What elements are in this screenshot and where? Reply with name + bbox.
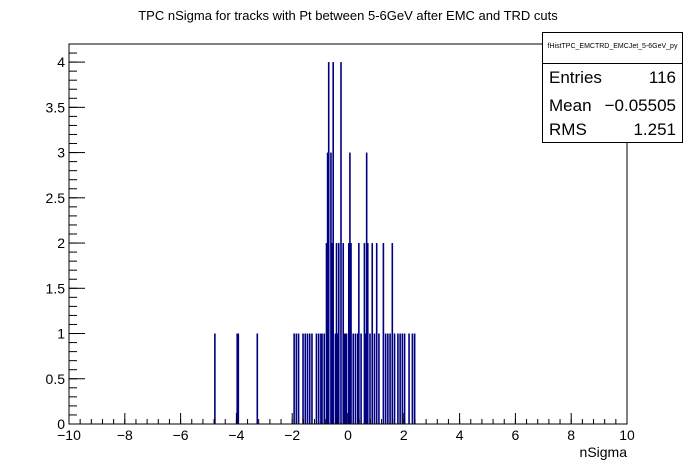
histogram-bar (315, 333, 318, 424)
histogram-bar (350, 243, 352, 424)
histogram-bar (371, 243, 374, 424)
histogram-bar (413, 333, 416, 424)
stats-entries-label: Entries (549, 68, 602, 87)
histogram-bar (408, 333, 410, 424)
histogram-bar (369, 333, 371, 424)
histogram-bar (345, 333, 348, 424)
histogram-bar (323, 333, 326, 424)
x-tick-label: −8 (117, 427, 133, 443)
histogram-bar (335, 243, 338, 424)
x-tick-label: 0 (344, 427, 352, 443)
histogram-bar (344, 333, 347, 424)
x-tick-label: 10 (619, 427, 635, 443)
stats-rms-label: RMS (549, 120, 587, 139)
x-tick-label: −6 (173, 427, 189, 443)
y-tick-label: 2 (57, 235, 65, 251)
y-tick-label: 2.5 (46, 190, 66, 206)
histogram-bar (331, 243, 333, 424)
histogram-bar (237, 333, 240, 424)
histogram-bar (364, 333, 367, 424)
histogram-bar (340, 62, 342, 424)
histogram-bar (378, 333, 380, 424)
y-tick-label: 0.5 (46, 371, 66, 387)
histogram-bar (320, 333, 322, 424)
histogram-bar (411, 333, 414, 424)
histogram-bar (332, 62, 334, 424)
histogram-bar (337, 243, 340, 424)
x-axis-label: nSigma (580, 444, 628, 460)
histogram-bar (297, 333, 300, 424)
histogram-bars (214, 62, 416, 424)
histogram-bar (336, 333, 339, 424)
histogram-bar (384, 333, 387, 424)
histogram-bar (401, 333, 404, 424)
histogram-bar (356, 333, 359, 424)
histogram-bar (256, 333, 259, 424)
chart-title: TPC nSigma for tracks with Pt between 5-… (138, 8, 558, 23)
histogram-bar (397, 333, 399, 424)
histogram-bar (360, 333, 362, 424)
x-tick-label: 6 (512, 427, 520, 443)
stats-row-mean: Mean −0.05505 (549, 92, 676, 120)
stats-row-entries: Entries 116 (549, 64, 676, 92)
x-axis: −10 −8 −6 −4 −2 0 2 4 6 8 10 (57, 413, 635, 443)
histogram-bar (330, 152, 332, 424)
y-tick-label: 3 (57, 145, 65, 161)
histogram-bar (373, 333, 376, 424)
stats-mean-label: Mean (549, 96, 592, 115)
y-tick-label: 4 (57, 54, 65, 70)
histogram-bar (387, 333, 389, 424)
histogram-bar (393, 333, 396, 424)
histogram-bar (311, 333, 313, 424)
x-tick-label: −4 (228, 427, 244, 443)
histogram-bar (348, 243, 350, 424)
stats-row-rms: RMS 1.251 (549, 116, 676, 144)
x-tick-label: −2 (284, 427, 300, 443)
histogram-bar (325, 243, 328, 424)
histogram-bar (382, 243, 385, 424)
stats-entries-value: 116 (648, 68, 676, 87)
histogram-bar (317, 333, 320, 424)
histogram-bar (306, 333, 309, 424)
histogram-bar (354, 333, 357, 424)
histogram-bar (334, 333, 337, 424)
histogram-bar (363, 243, 366, 424)
stats-box: fHistTPC_EMCTRD_EMCJet_5-6GeV_py Entries… (542, 32, 683, 143)
histogram-bar (236, 333, 238, 424)
histogram-bar (293, 333, 295, 424)
histogram-bar (375, 243, 378, 424)
y-tick-label: 0 (57, 416, 65, 432)
histogram-bar (399, 333, 401, 424)
histogram-bar (343, 333, 346, 424)
histogram-bar (352, 333, 355, 424)
histogram-bar (214, 333, 216, 424)
histogram-bar (308, 333, 311, 424)
histogram-bar (365, 152, 368, 424)
y-tick-label: 3.5 (46, 99, 66, 115)
histogram-bar (326, 152, 329, 424)
histogram-bar (389, 333, 391, 424)
histogram-bar (304, 333, 307, 424)
histogram-bar (302, 333, 304, 424)
y-tick-label: 1 (57, 326, 65, 342)
histogram-bar (321, 333, 323, 424)
histogram-bar (349, 152, 351, 424)
histogram-bar (391, 243, 394, 424)
stats-mean-value: −0.05505 (604, 96, 676, 115)
x-tick-label: 4 (456, 427, 464, 443)
histogram-bar (342, 243, 345, 424)
x-tick-label: 2 (400, 427, 408, 443)
stats-rms-value: 1.251 (633, 120, 676, 139)
y-axis: 0 0.5 1 1.5 2 2.5 3 3.5 4 (46, 43, 85, 432)
stats-histogram-name: fHistTPC_EMCTRD_EMCJet_5-6GeV_py (543, 33, 682, 64)
histogram-bar (366, 243, 369, 424)
histogram-bar (358, 243, 360, 424)
histogram-bar (327, 62, 330, 424)
histogram-bar (295, 333, 298, 424)
y-tick-label: 1.5 (46, 280, 66, 296)
histogram-bar (403, 333, 406, 424)
x-tick-label: −10 (57, 427, 81, 443)
x-tick-label: 8 (567, 427, 575, 443)
